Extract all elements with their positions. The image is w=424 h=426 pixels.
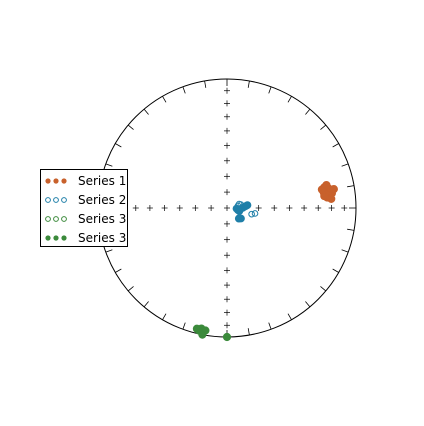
point-series-2-filled [243,201,252,210]
azimuth-tick [182,86,186,94]
legend-marker-series-1 [45,178,67,184]
point-series-1 [327,194,336,203]
data-points [192,180,338,342]
legend-item-series-3-open: Series 3 [41,210,127,229]
azimuth-tick [162,96,167,103]
legend-marker-series-2 [45,197,67,203]
legend-marker-series-3-open [45,216,67,222]
point-series-2 [251,210,259,217]
azimuth-tick [143,301,149,308]
legend-label-series-2: Series 2 [78,193,127,207]
azimuth-tick [341,249,349,253]
point-series-1 [322,180,331,190]
legend-item-series-1: Series 1 [41,172,127,191]
azimuth-tick [182,322,186,330]
azimuth-tick [115,143,122,148]
azimuth-tick [320,286,327,292]
legend-item-series-2: Series 2 [41,191,127,210]
azimuth-tick [204,80,207,88]
legend-item-series-3-filled: Series 3 [41,229,127,248]
primitive-circle-ticks [98,79,356,337]
azimuth-tick [347,185,355,188]
azimuth-tick [305,108,311,115]
point-series-1 [329,185,338,194]
azimuth-tick [287,313,292,320]
azimuth-tick [115,268,122,273]
azimuth-tick [332,143,339,148]
point-series-2 [248,210,255,218]
legend-label-series-3-filled: Series 3 [78,231,127,245]
azimuth-tick [268,86,272,94]
legend-marker-series-3-filled [45,235,67,241]
azimuth-tick [332,268,339,273]
azimuth-tick [127,286,134,292]
azimuth-tick [268,322,272,330]
azimuth-tick [287,96,292,103]
point-series-4 [198,330,207,339]
azimuth-tick [105,249,113,253]
azimuth-tick [247,80,250,88]
legend-label-series-3-open: Series 3 [78,212,127,226]
azimuth-tick [143,108,149,115]
azimuth-tick [347,228,355,231]
azimuth-tick [320,124,327,130]
legend-label-series-1: Series 1 [78,174,127,188]
azimuth-tick [127,124,134,130]
azimuth-tick [305,301,311,308]
azimuth-tick [162,313,167,320]
azimuth-tick [341,163,349,167]
point-series-2-filled [235,207,244,215]
legend: Series 1 Series 2 Series 3 Series 3 [40,169,128,247]
azimuth-tick [247,328,250,336]
center-cross-grid [106,87,348,329]
point-series-4 [222,332,232,342]
azimuth-tick [105,163,113,167]
point-series-1 [320,191,329,201]
point-series-2-filled [234,214,243,223]
